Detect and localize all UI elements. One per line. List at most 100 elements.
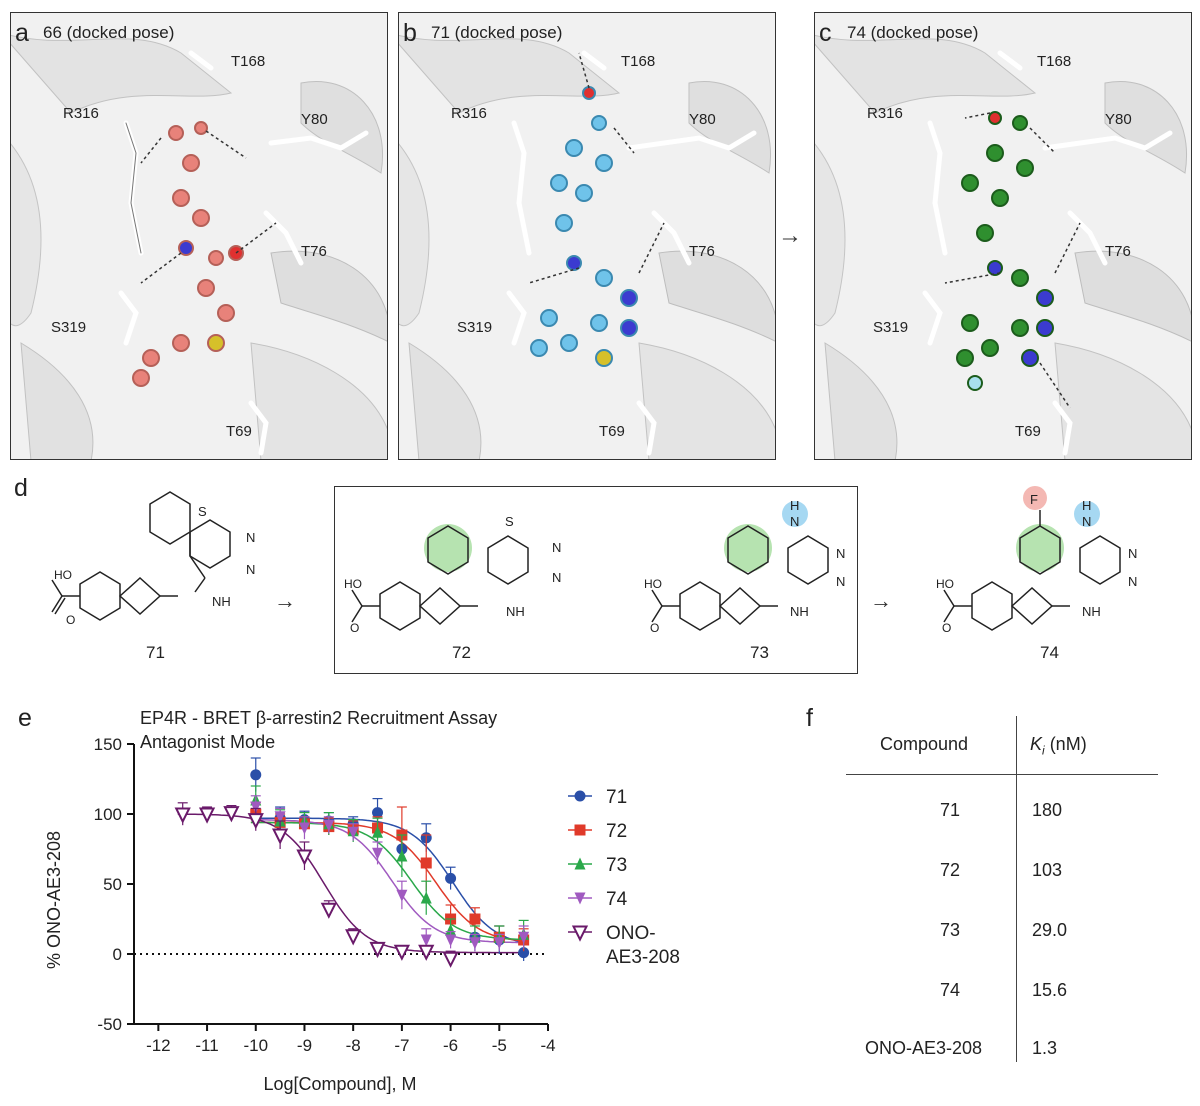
ligand-74	[956, 111, 1054, 391]
header-ki: Ki (nM)	[1030, 734, 1087, 758]
y-tick-label: 50	[103, 875, 122, 894]
h-bonds	[528, 52, 665, 284]
chart-title: EP4R - BRET β-arrestin2 Recruitment Assa…	[140, 708, 497, 728]
panel-b-to-c-arrow: →	[778, 222, 802, 249]
table-row-compound: 73	[939, 920, 960, 940]
docking-render-b	[399, 34, 775, 459]
y-tick-label: 100	[94, 805, 122, 824]
legend-label: 71	[606, 787, 627, 808]
compound-number-74: 74	[1040, 643, 1059, 662]
atom-ho: HO	[54, 568, 72, 582]
analog-box	[334, 486, 858, 674]
residue-label-t168: T168	[1037, 53, 1072, 70]
y-tick-label: 150	[94, 735, 122, 754]
data-point	[271, 828, 289, 845]
panel-title-b: 71 (docked pose)	[431, 23, 563, 42]
chart-legend: 71 72 73 74 ONO- AE3-208	[568, 787, 680, 968]
y-axis-label: % ONO-AE3-208	[44, 831, 64, 969]
legend-label: 74	[606, 889, 628, 910]
residue-sticks	[118, 50, 369, 456]
table-row-compound: 72	[939, 860, 960, 880]
data-point	[518, 947, 530, 959]
data-point	[396, 889, 408, 902]
structure-72: S N N NH HO O 72	[344, 514, 561, 662]
panel-title-c: 74 (docked pose)	[847, 23, 979, 42]
ligand-66	[132, 121, 244, 387]
structure-71	[51, 491, 231, 621]
data-point	[174, 807, 191, 824]
legend-marker	[574, 892, 586, 905]
panel-b-docked-pose: b 71 (docked pose) T168 R316 Y80 T76 S31…	[398, 12, 776, 460]
table-row-ki: 29.0	[1032, 920, 1068, 940]
atom-o: O	[350, 621, 359, 635]
atom-nh: NH	[790, 604, 809, 619]
structure-74: F H N N N NH HO O 74	[936, 486, 1137, 662]
data-point	[469, 913, 481, 925]
panel-letter-b: b	[403, 19, 417, 47]
atom-n: N	[552, 570, 561, 585]
atom-n: N	[1128, 546, 1137, 561]
data-point	[250, 769, 262, 781]
h-bonds	[140, 130, 277, 284]
x-tick-label: -12	[146, 1036, 171, 1055]
compound-number-71: 71	[146, 643, 165, 662]
y-tick-label: -50	[97, 1015, 122, 1034]
data-point	[347, 826, 359, 839]
table-row-ki: 103	[1032, 860, 1063, 880]
fit-curve	[177, 813, 524, 954]
legend-marker	[571, 925, 589, 942]
protein-ribbons	[11, 34, 387, 459]
dose-response-chart: EP4R - BRET β-arrestin2 Recruitment Assa…	[44, 708, 680, 1094]
residue-label-s319: S319	[457, 319, 493, 336]
panel-letter-e: e	[18, 704, 32, 732]
atom-o: O	[650, 621, 659, 635]
atom-h: H	[790, 498, 799, 513]
atom-n: N	[1082, 514, 1091, 529]
residue-label-t76: T76	[301, 243, 327, 260]
residue-label-y80: Y80	[1105, 111, 1132, 128]
data-point	[518, 931, 530, 944]
x-tick-label: -5	[492, 1036, 507, 1055]
x-axis-label: Log[Compound], M	[263, 1074, 416, 1094]
residue-label-t168: T168	[621, 53, 656, 70]
atom-n: N	[1128, 574, 1137, 589]
panel-letter-a: a	[15, 19, 29, 47]
table-row-ki: 180	[1032, 800, 1063, 820]
docking-render-c	[815, 34, 1191, 459]
data-point	[393, 944, 411, 961]
data-point	[323, 819, 335, 832]
data-point	[420, 934, 432, 947]
residue-label-t69: T69	[1015, 423, 1041, 440]
atom-o: O	[66, 613, 75, 627]
table-header-rule	[846, 774, 1158, 775]
panel-letter-c: c	[819, 19, 832, 47]
data-point	[298, 822, 310, 835]
residue-label-y80: Y80	[689, 111, 716, 128]
chart-axes: -50 0 50 100 150 -12 -11 -10 -9 -8 -7 -6 -5 -4	[94, 735, 556, 1055]
atom-n: N	[246, 530, 255, 545]
panel-letter-f: f	[806, 704, 813, 732]
residue-label-y80: Y80	[301, 111, 328, 128]
legend-marker	[574, 857, 586, 870]
data-point	[345, 929, 362, 946]
chemical-structures: S N N NH HO O 71 → S N N NH HO O 72	[51, 486, 1137, 662]
data-point	[396, 849, 408, 862]
atom-o: O	[942, 621, 951, 635]
ki-table: Compound Ki (nM) 71 180 72 103 73 29.0 7…	[846, 716, 1158, 1062]
residue-label-t69: T69	[599, 423, 625, 440]
data-point	[274, 811, 286, 824]
legend-label: 73	[606, 855, 627, 876]
data-point	[445, 934, 457, 947]
atom-n: N	[836, 574, 845, 589]
structure-71-atoms: S N N NH HO O 71	[54, 504, 255, 662]
fit-curve	[250, 817, 524, 944]
atom-s: S	[505, 514, 514, 529]
x-tick-label: -11	[195, 1036, 218, 1055]
residue-label-s319: S319	[51, 319, 87, 336]
ki-symbol: K	[1030, 734, 1043, 754]
table-row-ki: 1.3	[1032, 1038, 1058, 1058]
data-point	[418, 944, 435, 961]
x-tick-label: -9	[297, 1036, 312, 1055]
ki-unit: (nM)	[1044, 734, 1087, 754]
y-tick-label: 0	[113, 945, 122, 964]
